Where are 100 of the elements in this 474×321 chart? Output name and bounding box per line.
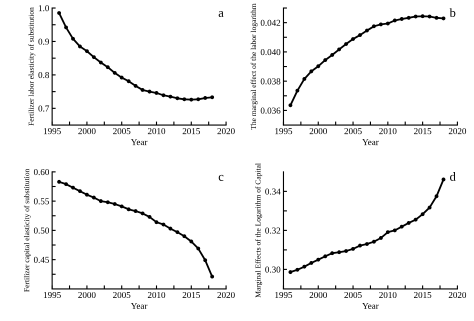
point <box>365 28 369 32</box>
point <box>316 258 320 262</box>
point <box>98 199 103 204</box>
point <box>378 22 383 26</box>
point <box>428 14 432 18</box>
y-tick-label: 0.55 <box>34 198 50 204</box>
point <box>372 240 376 244</box>
point <box>414 218 418 222</box>
y-tick-label: 0.34 <box>265 188 281 195</box>
point <box>71 186 75 190</box>
point <box>392 228 397 232</box>
point <box>112 70 117 75</box>
point <box>351 37 355 41</box>
point <box>92 196 96 200</box>
point <box>112 202 117 206</box>
x-tick-label: 2010 <box>148 292 166 298</box>
point <box>330 251 334 256</box>
point <box>337 250 342 254</box>
x-axis-title: Year <box>362 139 379 146</box>
x-tick-label: 2010 <box>148 128 166 134</box>
point <box>406 16 411 20</box>
x-axis-title: Year <box>130 139 148 146</box>
point <box>148 90 152 94</box>
x-tick-label: 2005 <box>344 128 362 134</box>
point <box>386 22 390 26</box>
point <box>168 94 172 99</box>
y-tick-label: 0.32 <box>265 228 280 234</box>
x-tick-label: 2020 <box>217 292 235 298</box>
point <box>351 246 355 251</box>
point <box>175 230 180 234</box>
x-tick-label: 2010 <box>379 292 397 298</box>
point <box>309 261 314 265</box>
point <box>442 178 446 182</box>
point <box>392 18 397 22</box>
point <box>428 206 432 210</box>
y-tick-label: 0.7 <box>38 105 50 112</box>
y-tick-label: 0.042 <box>260 20 280 26</box>
point <box>358 244 362 248</box>
point <box>302 77 306 81</box>
y-tick-label: 0.036 <box>260 108 280 114</box>
point <box>372 24 376 28</box>
point <box>337 47 342 52</box>
x-tick-label: 2000 <box>310 128 327 134</box>
point <box>316 64 320 68</box>
point <box>295 88 300 93</box>
point <box>196 246 200 250</box>
y-tick-label: 0.9 <box>38 38 49 45</box>
point <box>309 69 314 74</box>
point <box>344 249 348 254</box>
x-tick-label: 1995 <box>275 292 292 298</box>
point <box>57 180 62 184</box>
point <box>106 65 110 70</box>
annotation: a <box>218 11 224 18</box>
x-tick-label: 2020 <box>448 128 466 134</box>
point <box>434 194 438 198</box>
point <box>365 242 369 246</box>
point <box>400 224 404 229</box>
point <box>420 14 425 18</box>
x-tick-label: 2005 <box>113 128 130 134</box>
point <box>92 55 96 60</box>
point <box>98 60 103 64</box>
point <box>189 98 194 102</box>
x-tick-label: 2010 <box>379 128 397 134</box>
point <box>196 97 200 102</box>
point <box>126 79 131 84</box>
point <box>120 76 124 80</box>
y-tick-label: 0.50 <box>34 228 50 234</box>
point <box>386 230 390 234</box>
point <box>78 189 82 194</box>
y-tick-label: 0.040 <box>260 49 280 56</box>
x-tick-label: 2000 <box>310 292 327 298</box>
point <box>323 254 328 258</box>
point <box>400 17 404 21</box>
x-axis-title: Year <box>130 302 148 309</box>
point <box>134 84 138 88</box>
y-tick-label: 0.8 <box>38 72 50 78</box>
x-tick-label: 2005 <box>113 292 130 298</box>
point <box>203 258 208 262</box>
point <box>148 214 152 219</box>
point <box>64 25 68 30</box>
point <box>168 226 172 231</box>
point <box>378 236 383 240</box>
point <box>84 49 89 54</box>
annotation: b <box>450 8 456 18</box>
point <box>203 96 208 100</box>
x-tick-label: 2020 <box>217 128 235 134</box>
point <box>57 11 62 15</box>
point <box>189 240 194 244</box>
x-tick-label: 1995 <box>44 292 61 298</box>
point <box>84 192 89 197</box>
point <box>182 97 186 102</box>
point <box>302 264 306 269</box>
x-tick-label: 2020 <box>448 292 466 298</box>
point <box>434 16 438 20</box>
x-tick-label: 2015 <box>182 292 200 298</box>
point <box>442 16 446 20</box>
point <box>323 58 328 62</box>
y-tick-label: 0.60 <box>34 168 50 176</box>
point <box>106 200 110 204</box>
x-tick-label: 1995 <box>275 128 292 134</box>
